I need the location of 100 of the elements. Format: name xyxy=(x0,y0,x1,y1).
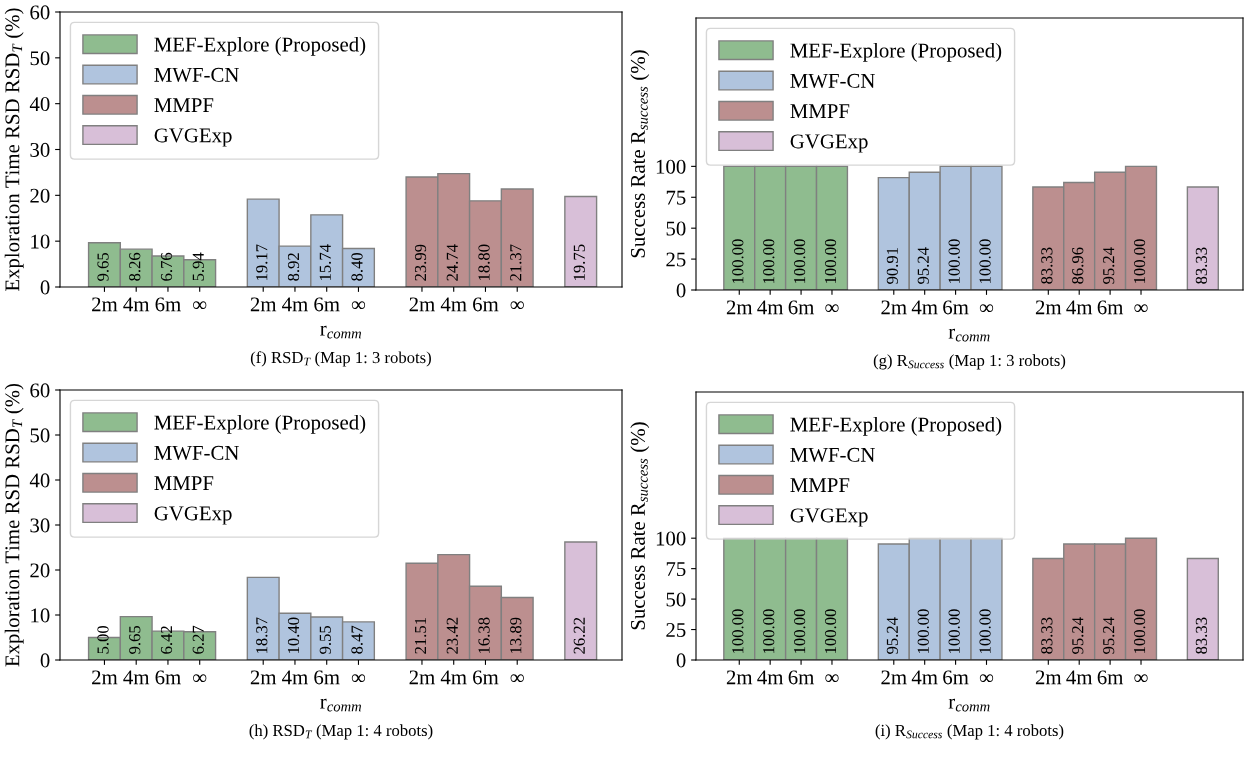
data-label: 100.00 xyxy=(979,239,991,283)
x-tick-label: 4m xyxy=(1066,670,1093,685)
x-tick-label: 2m xyxy=(726,300,753,315)
x-tick-label: 6m xyxy=(473,297,499,312)
y-tick-label: 0 xyxy=(676,283,686,298)
x-axis-title: r$_{comm}$ xyxy=(948,698,990,712)
data-label: 9.65 xyxy=(129,625,141,654)
data-label: 6.42 xyxy=(160,626,173,654)
x-tick-label: 2m xyxy=(409,297,435,312)
y-tick-label: 50 xyxy=(30,51,50,66)
data-label: 26.22 xyxy=(573,617,585,654)
data-label: 95.24 xyxy=(1072,617,1084,654)
x-tick-label: 2m xyxy=(250,670,277,685)
data-label: 100.00 xyxy=(732,609,744,653)
legend-label: MMPF xyxy=(154,98,214,112)
x-tick-label: 4m xyxy=(282,297,308,312)
x-tick-label: 6m xyxy=(314,297,340,312)
data-label: 8.40 xyxy=(351,252,363,281)
x-tick-label: 6m xyxy=(1097,670,1124,685)
x-tick-label: ∞ xyxy=(193,301,207,310)
y-tick-label: 100 xyxy=(656,159,686,174)
legend-label: MEF-Explore (Proposed) xyxy=(154,414,366,434)
legend-label: MWF-CN xyxy=(790,447,875,462)
legend-label: MEF-Explore (Proposed) xyxy=(790,416,1002,436)
x-axis-title: r$_{comm}$ xyxy=(320,698,362,712)
y-tick-label: 50 xyxy=(666,592,686,607)
y-tick-label: 75 xyxy=(666,562,686,577)
bar xyxy=(564,195,598,287)
data-label: 95.24 xyxy=(1103,247,1115,284)
x-tick-label: ∞ xyxy=(351,674,366,683)
y-tick-label: 0 xyxy=(40,280,50,295)
text: (i) R$_{Success}$ (Map 1: 4 robots) xyxy=(875,724,1064,740)
y-tick-label: 0 xyxy=(676,653,686,668)
data-label: 8.92 xyxy=(287,253,300,281)
x-tick-label: 2m xyxy=(1035,670,1062,685)
legend-label: MMPF xyxy=(790,104,850,118)
data-label: 100.00 xyxy=(794,239,806,283)
y-tick-label: 100 xyxy=(656,531,686,546)
data-label: 23.99 xyxy=(414,244,427,281)
y-tick-label: 75 xyxy=(666,190,686,205)
x-tick-label: 2m xyxy=(726,670,753,685)
x-tick-label: 6m xyxy=(473,670,499,685)
data-label: 6.27 xyxy=(192,625,204,654)
data-label: 21.51 xyxy=(414,617,427,654)
x-tick-label: ∞ xyxy=(1134,304,1148,313)
data-label: 23.42 xyxy=(446,617,458,654)
x-tick-label: ∞ xyxy=(510,301,524,310)
legend-label: GVGExp xyxy=(154,128,232,147)
x-tick-label: 4m xyxy=(1066,300,1093,315)
legend-label: MMPF xyxy=(790,478,850,492)
x-tick-label: ∞ xyxy=(825,674,839,683)
x-tick-label: ∞ xyxy=(979,674,994,683)
x-tick-label: 6m xyxy=(155,670,181,685)
data-label: 24.74 xyxy=(446,244,458,281)
x-tick-label: 2m xyxy=(881,300,907,315)
x-tick-label: 2m xyxy=(1035,300,1062,315)
x-tick-label: 6m xyxy=(788,300,815,315)
y-tick-label: 20 xyxy=(30,563,50,578)
text: (f) RSD$_{T}$ (Map 1: 3 robots) xyxy=(250,351,431,367)
data-label: 83.33 xyxy=(1041,617,1053,654)
data-label: 86.96 xyxy=(1072,247,1084,284)
y-axis-title: Exploration Time RSD RSD$_{T}$ (%) xyxy=(4,8,24,292)
y-tick-label: 10 xyxy=(31,608,50,623)
x-tick-label: 4m xyxy=(440,297,467,312)
data-label: 100.00 xyxy=(824,609,837,653)
x-tick-label: 6m xyxy=(788,670,815,685)
data-label: 100.00 xyxy=(948,239,960,283)
bar xyxy=(564,541,598,660)
data-label: 95.24 xyxy=(917,247,929,284)
x-tick-label: ∞ xyxy=(510,674,524,683)
y-tick-label: 30 xyxy=(30,518,50,533)
data-label: 83.33 xyxy=(1195,617,1208,654)
data-label: 83.33 xyxy=(1195,247,1208,284)
y-tick-label: 60 xyxy=(30,383,50,398)
x-tick-label: 6m xyxy=(314,670,340,685)
legend-label: MWF-CN xyxy=(154,445,239,460)
y-tick-label: 25 xyxy=(666,252,686,267)
x-tick-label: ∞ xyxy=(351,301,366,310)
data-label: 100.00 xyxy=(794,609,806,653)
data-label: 95.24 xyxy=(886,617,899,654)
x-tick-label: 4m xyxy=(123,670,150,685)
legend-label: MMPF xyxy=(154,476,214,490)
legend-label: GVGExp xyxy=(790,134,868,153)
x-tick-label: 4m xyxy=(282,670,308,685)
y-tick-label: 20 xyxy=(30,188,50,203)
data-label: 18.80 xyxy=(478,244,490,280)
x-tick-label: ∞ xyxy=(825,304,839,313)
x-tick-label: 4m xyxy=(757,300,784,315)
data-label: 95.24 xyxy=(1103,617,1115,654)
data-label: 83.33 xyxy=(1041,247,1053,284)
data-label: 100.00 xyxy=(948,609,960,653)
x-tick-label: 4m xyxy=(911,300,938,315)
data-label: 100.00 xyxy=(763,609,775,653)
data-label: 6.76 xyxy=(160,252,173,281)
data-label: 19.17 xyxy=(256,244,268,280)
x-tick-label: ∞ xyxy=(979,304,994,313)
data-label: 5.94 xyxy=(192,252,204,281)
x-tick-label: 4m xyxy=(911,670,938,685)
data-label: 9.65 xyxy=(97,252,109,281)
x-tick-label: ∞ xyxy=(1134,674,1148,683)
